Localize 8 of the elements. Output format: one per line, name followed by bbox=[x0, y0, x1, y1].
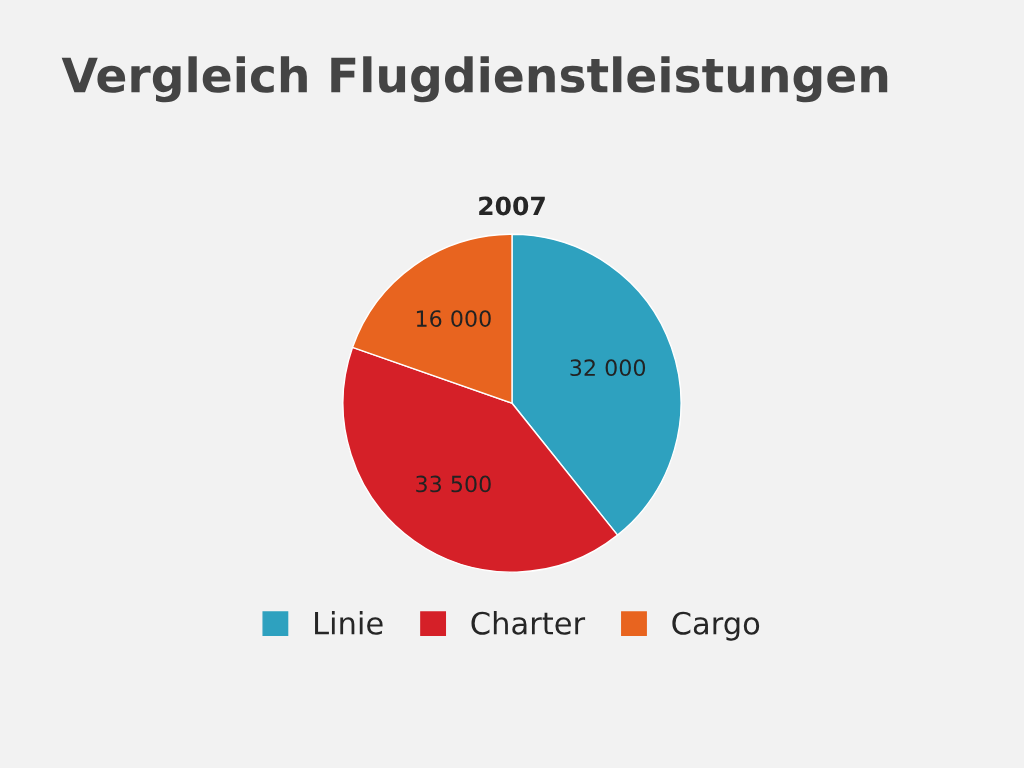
legend-label: Charter bbox=[471, 611, 586, 635]
chart-title: Vergleich Flugdienstleistungen bbox=[61, 56, 888, 103]
chart-subtitle: 2007 bbox=[479, 196, 545, 216]
data-label: 33 500 bbox=[416, 475, 491, 493]
legend-label: Linie bbox=[315, 611, 383, 635]
legend-label: Cargo bbox=[672, 611, 760, 641]
data-label: 16 000 bbox=[416, 310, 491, 327]
data-label: 32 000 bbox=[570, 359, 646, 377]
